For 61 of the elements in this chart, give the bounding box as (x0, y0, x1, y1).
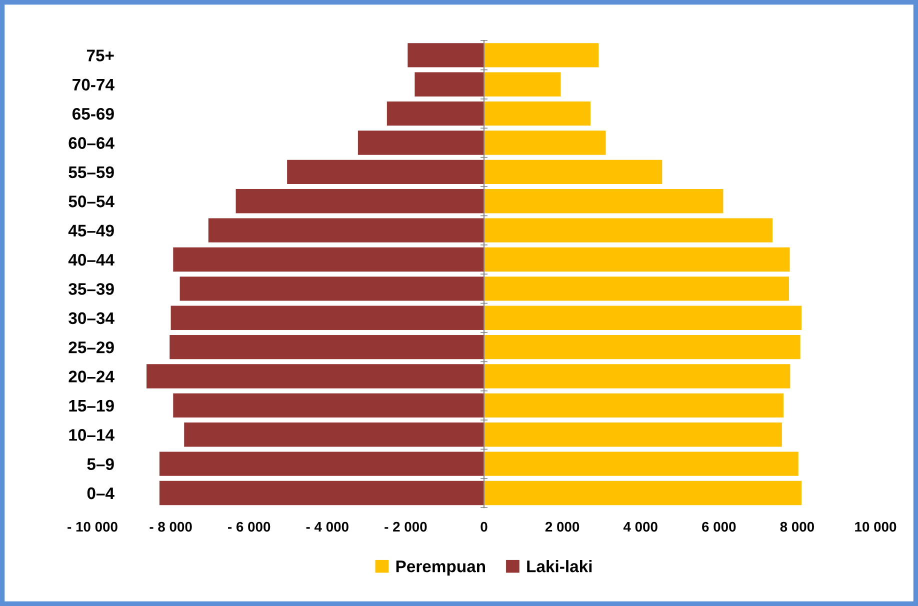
legend-label: Laki-laki (527, 560, 592, 572)
x-tick-label: - 8 000 (150, 522, 192, 532)
x-tick-label: - 6 000 (228, 522, 270, 532)
bar (170, 306, 484, 330)
bar (287, 160, 484, 184)
bar (484, 160, 662, 184)
bar (159, 480, 484, 506)
y-tick-label: 10–14 (69, 429, 114, 441)
y-tick-label: 40–44 (68, 254, 114, 266)
x-tick-label: 6 000 (702, 522, 736, 532)
y-tick-label: 70-74 (72, 78, 114, 91)
bar (484, 422, 782, 447)
bar (484, 247, 790, 272)
x-tick-label: 2 000 (545, 522, 580, 532)
bar (484, 452, 798, 476)
x-tick-label: - 4 000 (306, 522, 348, 532)
y-tick-label: 15–19 (69, 400, 114, 412)
bar (173, 393, 484, 418)
x-tick-label: - 10 000 (68, 522, 118, 532)
bar (173, 247, 484, 272)
bar (484, 189, 724, 214)
y-tick-label: 50–54 (68, 196, 114, 208)
bar (146, 364, 484, 388)
y-tick-label: 0–4 (87, 487, 114, 500)
bar (236, 189, 484, 214)
bar (484, 334, 800, 360)
x-tick-label: - 2 000 (384, 522, 427, 532)
bar (180, 276, 484, 301)
bar (184, 422, 484, 447)
bar (484, 306, 802, 330)
bar (484, 393, 784, 418)
y-tick-label: 20–24 (68, 370, 114, 382)
x-tick-label: 10 000 (855, 522, 896, 532)
bar (484, 130, 606, 155)
y-tick-label: 55–59 (68, 166, 114, 178)
bar (358, 130, 484, 155)
bar (414, 72, 484, 96)
bar (484, 72, 561, 96)
bar (484, 218, 773, 242)
y-tick-label: 30–34 (68, 312, 114, 324)
bar (484, 101, 590, 126)
y-tick-label: 25–29 (68, 341, 114, 354)
x-tick-label: 8 000 (780, 522, 814, 532)
bar (484, 43, 599, 68)
bar (386, 101, 484, 126)
bar (484, 276, 789, 301)
bar (208, 218, 484, 242)
x-tick-label: 0 (480, 522, 488, 532)
y-tick-label: 5–9 (87, 458, 114, 470)
y-tick-label: 35–39 (68, 283, 114, 295)
bar (408, 43, 484, 68)
y-tick-label: 45–49 (68, 224, 114, 237)
x-tick-label: 4 000 (623, 522, 658, 532)
y-tick-label: 65-69 (72, 108, 114, 120)
legend-label: Perempuan (396, 560, 486, 576)
y-tick-label: 60–64 (68, 137, 114, 149)
bar (159, 452, 484, 476)
bar (484, 364, 790, 388)
bar (170, 334, 484, 360)
bar (484, 480, 802, 506)
y-tick-label: 75+ (86, 50, 114, 62)
